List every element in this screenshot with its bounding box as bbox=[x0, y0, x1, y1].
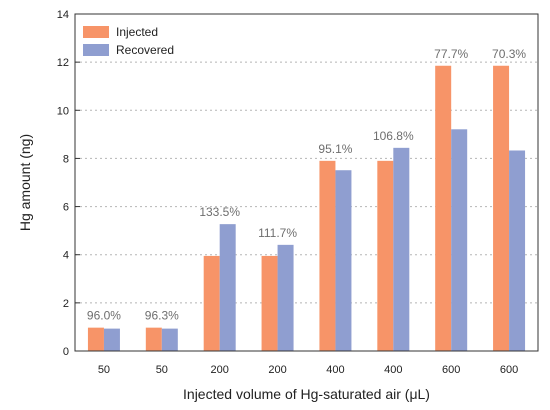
bar-injected bbox=[203, 255, 220, 351]
bar-recovered bbox=[451, 129, 468, 351]
legend: Injected Recovered bbox=[83, 25, 174, 57]
y-tick-label: 6 bbox=[63, 202, 69, 214]
y-tick-label: 2 bbox=[63, 298, 69, 310]
bar-injected bbox=[319, 160, 336, 351]
recovery-percent-label: 106.8% bbox=[373, 129, 414, 143]
gridlines bbox=[75, 61, 538, 304]
x-tick-label: 400 bbox=[326, 364, 344, 376]
recovery-percent-label: 96.3% bbox=[145, 309, 179, 323]
bar-recovered bbox=[161, 328, 178, 351]
y-tick-label: 14 bbox=[57, 9, 69, 21]
bar-injected bbox=[435, 65, 452, 351]
x-tick-label: 600 bbox=[442, 364, 460, 376]
bar-recovered bbox=[277, 244, 294, 351]
x-axis-title: Injected volume of Hg-saturated air (μL) bbox=[183, 386, 430, 402]
legend-label: Recovered bbox=[116, 43, 174, 57]
y-tick-label: 12 bbox=[57, 57, 69, 69]
bar-recovered bbox=[509, 150, 526, 351]
x-tick-label: 50 bbox=[98, 364, 110, 376]
x-tick-label: 200 bbox=[211, 364, 229, 376]
x-tick-label: 200 bbox=[268, 364, 286, 376]
recovery-percent-label: 96.0% bbox=[87, 309, 121, 323]
x-tick-label: 50 bbox=[156, 364, 168, 376]
bar-recovered bbox=[335, 170, 352, 351]
bar-injected bbox=[145, 327, 162, 351]
y-tick-label: 0 bbox=[63, 346, 69, 358]
legend-swatch bbox=[83, 44, 109, 56]
bar-recovered bbox=[219, 224, 236, 351]
recovery-percent-label: 70.3% bbox=[492, 47, 526, 61]
bar-injected bbox=[493, 65, 510, 351]
bar-injected bbox=[87, 327, 104, 351]
x-axis-ticks: 50 50 200 200 400 400 600 600 bbox=[98, 364, 518, 376]
y-tick-label: 8 bbox=[63, 153, 69, 165]
legend-swatch bbox=[83, 26, 109, 38]
bar-recovered bbox=[103, 328, 120, 351]
y-tick-label: 4 bbox=[63, 250, 69, 262]
recovery-percent-label: 111.7% bbox=[258, 226, 297, 240]
bar-injected bbox=[377, 160, 394, 351]
bar-injected bbox=[261, 255, 278, 351]
legend-label: Injected bbox=[116, 25, 158, 39]
x-tick-label: 600 bbox=[500, 364, 518, 376]
y-axis-ticks: 0 2 4 6 8 10 12 14 bbox=[57, 9, 80, 358]
plot-frame bbox=[74, 13, 539, 352]
recovery-percent-label: 95.1% bbox=[318, 142, 352, 156]
y-tick-label: 10 bbox=[57, 105, 69, 117]
data-labels: 96.0% 96.3% 133.5% 111.7% 95.1% 106.8% 77.7% 70… bbox=[87, 47, 526, 323]
bars bbox=[87, 65, 526, 351]
recovery-percent-label: 77.7% bbox=[434, 47, 468, 61]
x-tick-label: 400 bbox=[384, 364, 402, 376]
bar-recovered bbox=[393, 147, 410, 351]
recovery-percent-label: 133.5% bbox=[199, 205, 240, 219]
y-axis-title: Hg amount (ng) bbox=[17, 134, 33, 231]
